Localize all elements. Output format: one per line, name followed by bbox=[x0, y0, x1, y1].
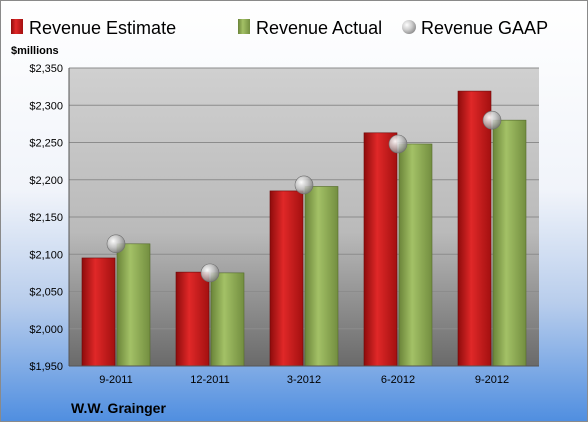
legend-swatch-revenue-actual bbox=[238, 19, 250, 34]
marker-revenue-gaap bbox=[388, 134, 408, 154]
bar-revenue-actual bbox=[210, 272, 245, 367]
y-tick-label: $2,150 bbox=[29, 212, 63, 224]
y-tick-label: $2,200 bbox=[29, 175, 63, 187]
company-name: W.W. Grainger bbox=[71, 400, 166, 416]
x-tick-label: 9-2011 bbox=[99, 374, 132, 386]
bar-revenue-actual bbox=[492, 119, 527, 367]
y-axis: $1,950 $2,000 $2,050 $2,100 $2,150 $2,200 $2,2… bbox=[29, 63, 70, 373]
unit-label: $millions bbox=[11, 45, 59, 57]
x-tick-label: 12-2011 bbox=[190, 374, 230, 386]
bar-revenue-actual bbox=[116, 243, 151, 367]
bar-revenue-actual bbox=[304, 186, 339, 367]
y-tick-label: $2,350 bbox=[29, 63, 63, 75]
x-tick-label: 9-2012 bbox=[475, 374, 509, 386]
legend-marker-revenue-gaap bbox=[402, 20, 416, 34]
marker-revenue-gaap bbox=[294, 175, 314, 195]
y-tick-label: $2,000 bbox=[29, 324, 63, 336]
bar-revenue-estimate bbox=[175, 271, 210, 367]
x-tick-label: 6-2012 bbox=[381, 374, 415, 386]
legend-label-revenue-actual: Revenue Actual bbox=[256, 18, 382, 38]
bar-revenue-estimate bbox=[269, 190, 304, 367]
bar-revenue-estimate bbox=[363, 132, 398, 367]
gaap-markers bbox=[106, 110, 502, 283]
legend-label-revenue-gaap: Revenue GAAP bbox=[421, 18, 548, 38]
y-tick-label: $2,100 bbox=[29, 249, 63, 261]
y-tick-label: $2,250 bbox=[29, 138, 63, 150]
y-tick-label: $2,050 bbox=[29, 287, 63, 299]
y-tick-label: $1,950 bbox=[29, 361, 63, 373]
bar-revenue-estimate bbox=[457, 90, 492, 367]
x-tick-label: 3-2012 bbox=[287, 374, 321, 386]
marker-revenue-gaap bbox=[106, 234, 126, 254]
bars bbox=[81, 90, 527, 367]
legend-label-revenue-estimate: Revenue Estimate bbox=[29, 18, 176, 38]
x-axis: 9-2011 12-2011 3-2012 6-2012 9-2012 bbox=[69, 365, 539, 386]
marker-revenue-gaap bbox=[200, 263, 220, 283]
bar-revenue-actual bbox=[398, 143, 433, 367]
legend-swatch-revenue-estimate bbox=[11, 19, 23, 34]
marker-revenue-gaap bbox=[482, 110, 502, 130]
y-tick-label: $2,300 bbox=[29, 100, 63, 112]
bar-revenue-estimate bbox=[81, 257, 116, 367]
legend: Revenue Estimate Revenue Actual Revenue … bbox=[11, 18, 548, 38]
